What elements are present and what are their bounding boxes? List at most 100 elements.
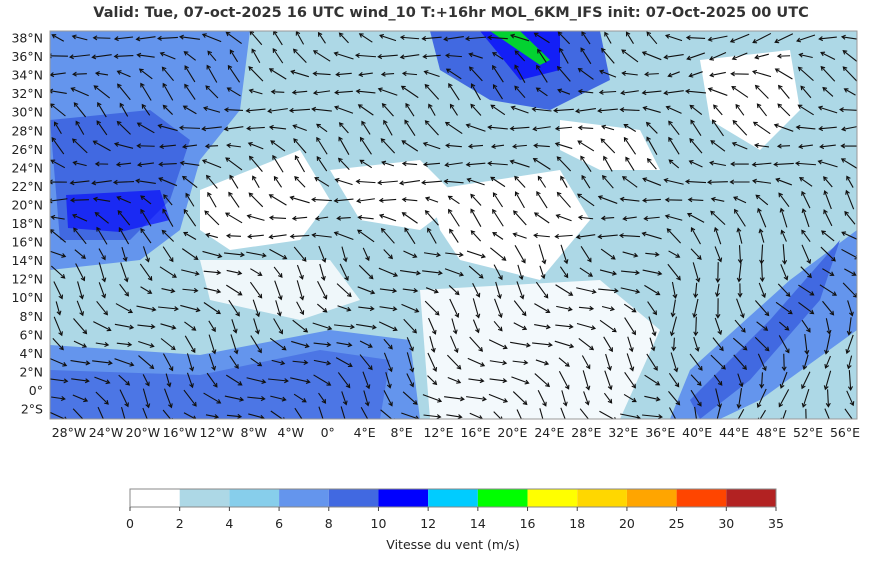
wind-arrow [773,123,794,132]
wind-arrow [553,107,574,113]
wind-arrow [824,408,830,419]
wind-arrow [314,177,330,187]
wind-arrow [405,102,415,117]
wind-arrow [402,288,419,294]
wind-arrow [160,323,177,330]
wind-arrow [466,396,487,402]
wind-arrow [271,359,286,366]
wind-arrow [757,207,767,228]
wind-arrow [533,212,550,224]
wind-arrow [493,320,503,332]
wind-arrow [246,251,267,258]
wind-arrow [690,248,702,260]
wind-arrow [779,207,788,228]
wind-arrow [665,105,682,114]
wind-arrow [731,52,748,61]
wind-arrow [273,266,283,278]
wind-arrow [204,210,220,226]
wind-arrow [94,71,109,77]
wind-arrow [804,334,810,355]
wind-arrow [663,177,684,185]
colorbar-tick-label: 4 [225,516,233,531]
wind-arrow [341,391,348,406]
wind-arrow [492,232,504,240]
wind-arrow [73,227,87,245]
wind-arrow [184,335,196,354]
wind-arrow [50,250,67,258]
wind-arrow [183,51,196,61]
wind-arrow [357,286,376,295]
wind-arrow [646,158,657,170]
wind-arrow [735,408,745,419]
wind-arrow [802,354,809,371]
map-field [50,31,857,419]
wind-arrow [142,374,150,387]
wind-arrow [668,159,680,169]
lat-label: 12°N [11,272,43,287]
wind-arrow [334,105,354,114]
wind-arrow [492,83,503,100]
wind-arrow [248,66,264,82]
wind-arrow [163,194,173,206]
wind-arrow [113,142,134,149]
wind-arrow [731,141,748,150]
wind-arrow [72,394,89,403]
wind-arrow [268,124,287,130]
wind-arrow [512,359,529,366]
wind-arrow [226,87,241,97]
wind-arrow [423,70,440,78]
wind-arrow [600,124,615,131]
wind-arrow [91,180,112,186]
lon-label: 36°E [645,425,675,440]
wind-arrow [600,215,615,221]
wind-arrow [73,102,87,118]
wind-arrow [844,210,856,225]
wind-arrow [71,34,88,41]
wind-arrow [514,191,525,209]
wind-arrow [467,143,484,149]
wind-arrow [510,341,531,348]
wind-arrow [95,342,110,348]
wind-arrow [71,378,90,384]
wind-arrow [536,190,548,209]
wind-arrow [379,306,398,312]
wind-arrow [114,323,135,330]
wind-arrow [162,82,174,101]
wind-arrow [732,337,748,351]
wind-arrow [335,357,353,368]
wind-arrow [598,288,619,294]
wind-arrow [756,388,767,409]
wind-arrow [225,31,242,45]
colorbar-swatch [229,489,280,507]
wind-arrow [668,373,680,388]
colorbar-swatch [527,489,578,507]
wind-arrow [488,339,508,350]
wind-arrow [643,215,660,221]
wind-arrow [780,409,787,419]
wind-arrow [159,51,176,60]
wind-arrow [820,51,836,61]
wind-arrow [161,66,174,82]
wind-arrow [777,84,790,99]
colorbar-tick-label: 12 [420,516,436,531]
wind-arrow [444,121,463,135]
wind-arrow [840,158,857,169]
wind-arrow [734,208,746,227]
wind-arrow [406,337,414,352]
wind-arrow [51,396,66,402]
lon-label: 8°E [391,425,413,440]
wind-arrow [312,90,331,96]
wind-arrow [141,103,151,116]
wind-arrow [557,31,571,45]
wind-arrow [490,104,506,116]
wind-arrow [822,86,834,97]
wind-arrow [751,69,772,78]
wind-arrow [599,410,617,419]
wind-arrow [311,232,332,238]
wind-arrow [135,36,156,42]
wind-arrow [205,414,220,419]
wind-arrow [50,198,68,204]
wind-arrow [580,155,592,172]
wind-arrow [534,303,551,313]
